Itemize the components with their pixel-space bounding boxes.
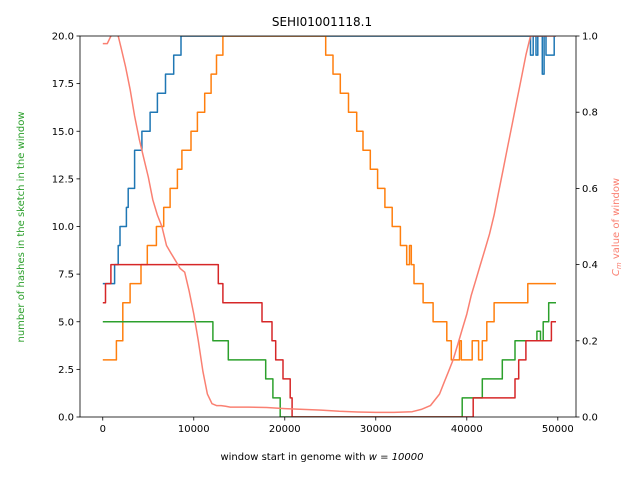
x-tick-label: 0 bbox=[100, 424, 106, 435]
y-left-tick-label: 15.0 bbox=[52, 127, 74, 138]
x-tick-label: 50000 bbox=[542, 424, 574, 435]
y-axis-right-label-suffix: value of window bbox=[611, 178, 622, 262]
x-tick-label: 20000 bbox=[269, 424, 301, 435]
series-layer bbox=[102, 36, 556, 417]
y-right-tick-label: 0.4 bbox=[582, 260, 598, 271]
y-left-tick-label: 20.0 bbox=[52, 32, 74, 43]
y-right-tick-label: 1.0 bbox=[582, 32, 598, 43]
y-axis-right-label: Cm value of window bbox=[611, 178, 623, 276]
y-left-tick-label: 12.5 bbox=[52, 174, 74, 185]
y-axis-right-label-math: C bbox=[611, 269, 622, 276]
y-axis-right: 0.0 0.2 0.4 0.6 0.8 1.0 bbox=[576, 32, 598, 424]
series-line-4 bbox=[102, 263, 556, 417]
x-axis-label: window start in genome with w = 10000 bbox=[220, 452, 423, 463]
y-left-tick-label: 10.0 bbox=[52, 222, 74, 233]
series-line-5 bbox=[102, 36, 556, 414]
series-line-2 bbox=[102, 36, 556, 361]
y-left-tick-label: 2.5 bbox=[58, 365, 74, 376]
x-axis: 0 10000 20000 30000 40000 50000 bbox=[100, 417, 574, 435]
y-left-tick-label: 5.0 bbox=[58, 317, 74, 328]
y-right-tick-label: 0.6 bbox=[582, 184, 598, 195]
series-line-1 bbox=[102, 36, 556, 285]
chart-title: SEHI01001118.1 bbox=[272, 15, 372, 29]
y-axis-left: 0.0 2.5 5.0 7.5 10.0 12.5 15.0 17.5 20.0 bbox=[52, 32, 80, 424]
y-left-tick-label: 0.0 bbox=[58, 413, 74, 424]
x-axis-label-math: w = 10000 bbox=[369, 452, 424, 463]
y-right-tick-label: 0.0 bbox=[582, 413, 598, 424]
y-axis-right-label-sub: m bbox=[615, 262, 623, 269]
x-axis-label-prefix: window start in genome with bbox=[220, 452, 368, 463]
y-left-tick-label: 17.5 bbox=[52, 79, 74, 90]
y-right-tick-label: 0.2 bbox=[582, 336, 598, 347]
x-tick-label: 40000 bbox=[451, 424, 483, 435]
y-left-tick-label: 7.5 bbox=[58, 270, 74, 281]
y-right-tick-label: 0.8 bbox=[582, 108, 598, 119]
x-tick-label: 10000 bbox=[178, 424, 210, 435]
y-axis-left-label: number of hashes in the sketch in the wi… bbox=[16, 111, 27, 342]
x-tick-label: 30000 bbox=[360, 424, 392, 435]
